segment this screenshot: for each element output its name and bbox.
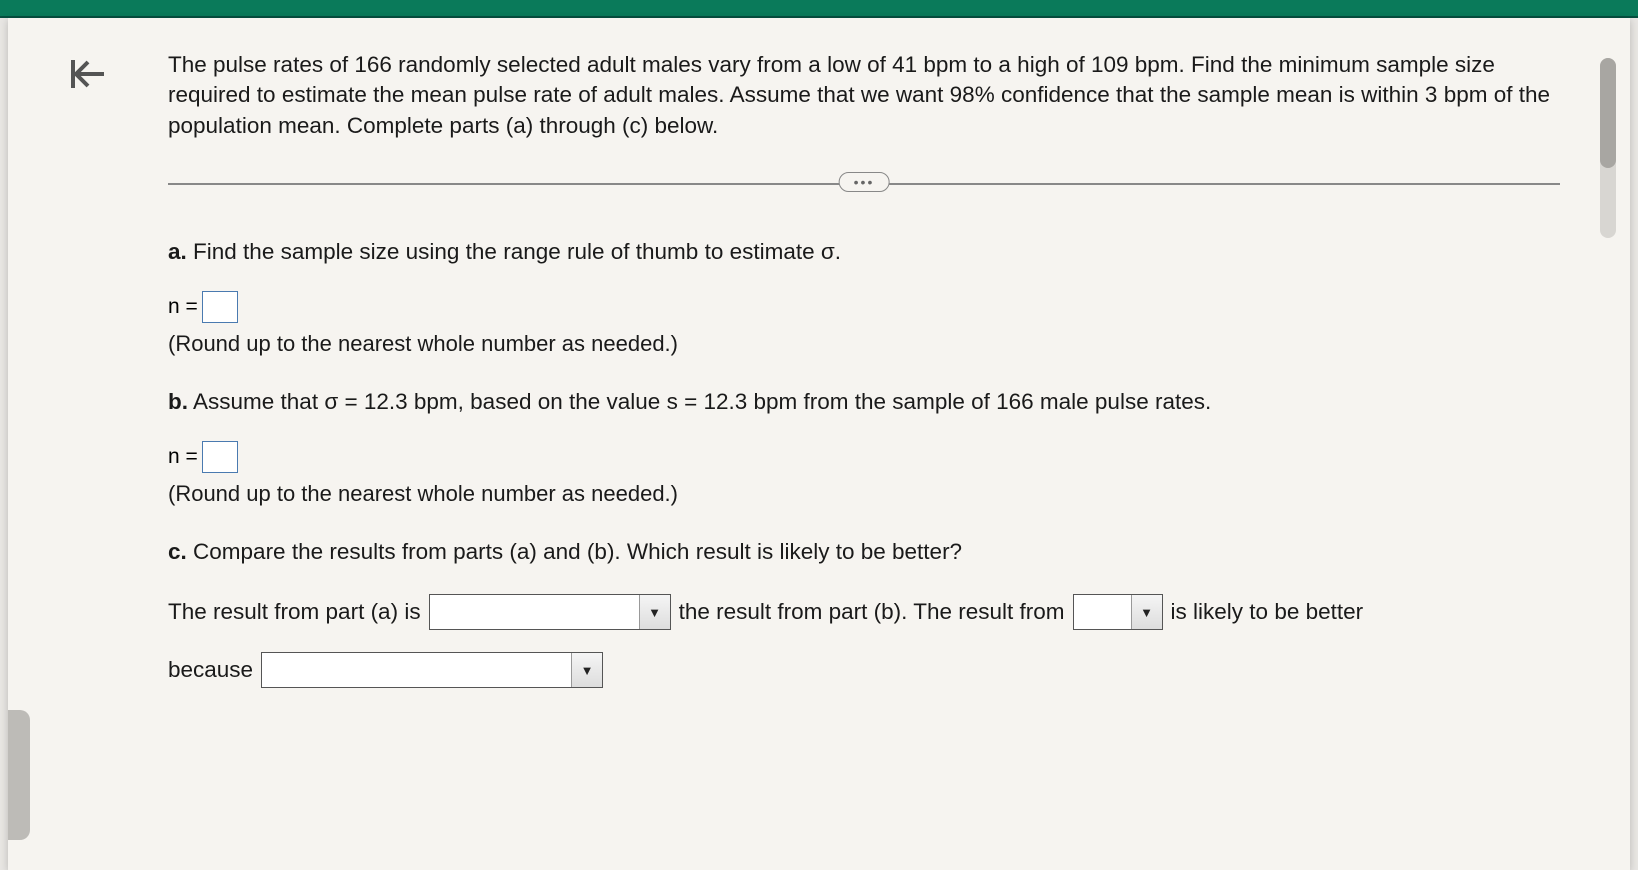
- part-c-sentence-row-2: because ▼: [168, 644, 1560, 696]
- content-column: The pulse rates of 166 randomly selected…: [148, 18, 1630, 870]
- part-a: a. Find the sample size using the range …: [168, 235, 1560, 357]
- part-c: c. Compare the results from parts (a) an…: [168, 535, 1560, 696]
- part-c-seg-1a: The result from part (a) is: [168, 586, 421, 638]
- part-a-hint: (Round up to the nearest whole number as…: [168, 331, 1560, 357]
- part-b-label: b.: [168, 389, 188, 414]
- divider: •••: [168, 183, 1560, 185]
- scrollbar-track[interactable]: [1600, 58, 1616, 238]
- back-arrow-icon[interactable]: [68, 56, 148, 102]
- part-c-seg-1b: the result from part (b). The result fro…: [679, 586, 1065, 638]
- page-container: The pulse rates of 166 randomly selected…: [8, 18, 1630, 870]
- part-c-label: c.: [168, 539, 187, 564]
- part-c-dropdown-3-field[interactable]: [262, 653, 572, 687]
- left-scroll-thumb[interactable]: [8, 710, 30, 840]
- top-accent-bar: [0, 0, 1638, 18]
- part-a-prefix: n =: [168, 295, 198, 319]
- part-b: b. Assume that σ = 12.3 bpm, based on th…: [168, 385, 1560, 507]
- part-c-dropdown-2-field[interactable]: [1074, 595, 1132, 629]
- scrollbar-thumb[interactable]: [1600, 58, 1616, 168]
- expand-pill-icon[interactable]: •••: [839, 172, 890, 192]
- part-a-prompt: a. Find the sample size using the range …: [168, 235, 1560, 269]
- part-c-sentence-row-1: The result from part (a) is ▼ the result…: [168, 586, 1560, 638]
- part-c-dropdown-1[interactable]: ▼: [429, 594, 671, 630]
- part-b-text: Assume that σ = 12.3 bpm, based on the v…: [193, 389, 1211, 414]
- part-c-seg-2a: because: [168, 644, 253, 696]
- chevron-down-icon[interactable]: ▼: [1132, 595, 1162, 629]
- part-c-prompt: c. Compare the results from parts (a) an…: [168, 535, 1560, 569]
- part-c-dropdown-2[interactable]: ▼: [1073, 594, 1163, 630]
- part-c-seg-1c: is likely to be better: [1171, 586, 1364, 638]
- part-a-text: Find the sample size using the range rul…: [193, 239, 841, 264]
- part-b-hint: (Round up to the nearest whole number as…: [168, 481, 1560, 507]
- part-a-label: a.: [168, 239, 187, 264]
- part-b-prefix: n =: [168, 445, 198, 469]
- part-b-prompt: b. Assume that σ = 12.3 bpm, based on th…: [168, 385, 1560, 419]
- part-b-input-row: n =: [168, 441, 1560, 473]
- chevron-down-icon[interactable]: ▼: [640, 595, 670, 629]
- chevron-down-icon[interactable]: ▼: [572, 653, 602, 687]
- part-c-text: Compare the results from parts (a) and (…: [193, 539, 962, 564]
- part-a-n-input[interactable]: [202, 291, 238, 323]
- question-stem: The pulse rates of 166 randomly selected…: [168, 50, 1560, 141]
- part-c-dropdown-3[interactable]: ▼: [261, 652, 603, 688]
- part-a-input-row: n =: [168, 291, 1560, 323]
- part-b-n-input[interactable]: [202, 441, 238, 473]
- part-c-dropdown-1-field[interactable]: [430, 595, 640, 629]
